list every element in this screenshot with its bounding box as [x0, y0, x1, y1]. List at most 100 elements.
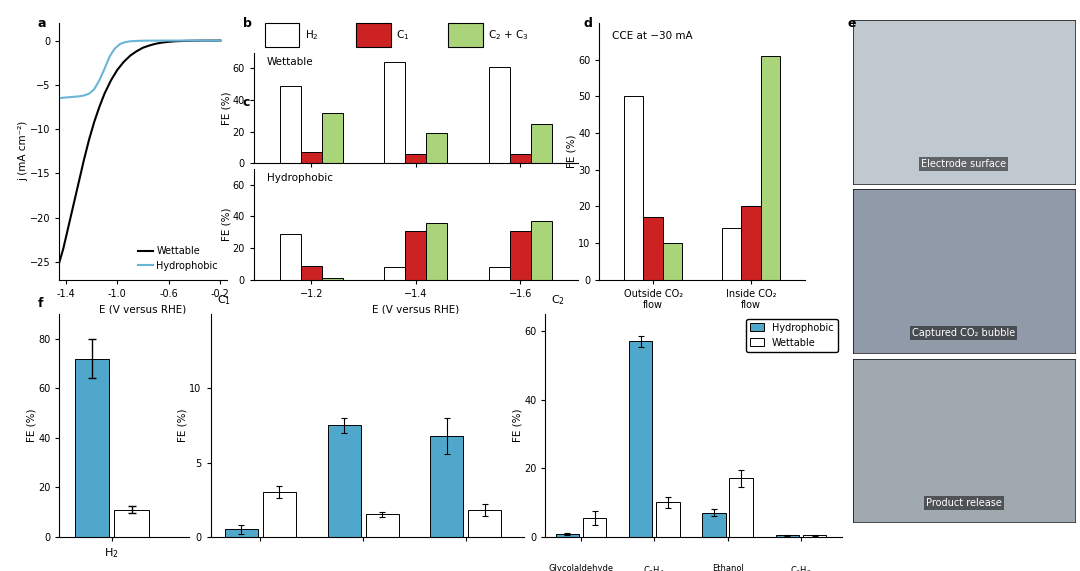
- Hydrophobic: [143, 37, 156, 44]
- Bar: [280, 86, 301, 163]
- Wettable: [214, 37, 227, 44]
- Bar: [663, 243, 683, 280]
- Y-axis label: j (mA cm⁻²): j (mA cm⁻²): [18, 121, 28, 182]
- Wettable: [131, 48, 144, 55]
- Bar: [760, 56, 780, 280]
- Bar: [405, 154, 427, 163]
- Bar: [384, 62, 405, 163]
- Line: Hydrophobic: Hydrophobic: [59, 41, 220, 98]
- Bar: [262, 492, 296, 537]
- Y-axis label: FE (%): FE (%): [27, 409, 37, 442]
- Wettable: [53, 259, 66, 266]
- Wettable: [194, 37, 207, 44]
- Wettable: [105, 77, 118, 84]
- Bar: [624, 96, 644, 280]
- Bar: [510, 154, 530, 163]
- Text: C$_2$: C$_2$: [552, 293, 565, 307]
- Wettable: [72, 179, 85, 186]
- Text: e: e: [848, 17, 856, 30]
- Hydrophobic: [57, 94, 70, 101]
- Y-axis label: FE (%): FE (%): [513, 409, 523, 442]
- Text: Ethanol: Ethanol: [712, 564, 743, 571]
- Text: C$_1$: C$_1$: [217, 293, 231, 307]
- X-axis label: E (V versus RHE): E (V versus RHE): [373, 304, 459, 315]
- Wettable: [82, 136, 95, 143]
- Wettable: [87, 119, 100, 126]
- Text: Hydrophobic: Hydrophobic: [267, 174, 333, 183]
- Hydrophobic: [67, 94, 80, 100]
- Text: d: d: [583, 17, 592, 30]
- Hydrophobic: [124, 38, 137, 45]
- Text: C$_3$H$_8$: C$_3$H$_8$: [791, 564, 812, 571]
- Hydrophobic: [201, 37, 214, 44]
- Wettable: [67, 201, 80, 208]
- Bar: [583, 518, 606, 537]
- Bar: [225, 529, 258, 537]
- Bar: [301, 152, 322, 163]
- X-axis label: E (V versus RHE): E (V versus RHE): [99, 304, 187, 315]
- Bar: [530, 221, 552, 280]
- Hydrophobic: [156, 37, 168, 44]
- Wettable: [175, 38, 188, 45]
- Bar: [322, 278, 342, 280]
- Text: a: a: [38, 17, 46, 30]
- Text: C$_2$H$_4$: C$_2$H$_4$: [644, 564, 665, 571]
- Wettable: [143, 42, 156, 49]
- Line: Wettable: Wettable: [59, 41, 220, 262]
- Bar: [322, 112, 342, 163]
- Hydrophobic: [98, 66, 111, 73]
- Bar: [469, 510, 501, 537]
- Hydrophobic: [62, 94, 75, 100]
- Hydrophobic: [72, 93, 85, 100]
- Hydrophobic: [108, 45, 121, 52]
- Hydrophobic: [168, 37, 181, 44]
- Hydrophobic: [119, 39, 132, 46]
- Hydrophobic: [181, 37, 194, 44]
- Bar: [430, 436, 463, 537]
- Hydrophobic: [131, 38, 144, 45]
- Text: Glycolaldehyde: Glycolaldehyde: [549, 564, 613, 571]
- Legend: Wettable, Hydrophobic: Wettable, Hydrophobic: [134, 242, 221, 275]
- Hydrophobic: [207, 37, 220, 44]
- Bar: [530, 124, 552, 163]
- Bar: [366, 514, 399, 537]
- Hydrophobic: [214, 37, 227, 44]
- Y-axis label: FE (%): FE (%): [221, 91, 231, 124]
- Text: c: c: [243, 96, 251, 108]
- Bar: [629, 341, 652, 537]
- Hydrophobic: [78, 92, 91, 99]
- Bar: [384, 267, 405, 280]
- Wettable: [111, 66, 124, 73]
- Text: f: f: [38, 297, 43, 310]
- Hydrophobic: [53, 95, 66, 102]
- Bar: [657, 502, 679, 537]
- Wettable: [62, 223, 75, 230]
- Bar: [721, 228, 741, 280]
- Hydrophobic: [149, 37, 162, 44]
- Hydrophobic: [194, 37, 207, 44]
- Hydrophobic: [162, 37, 175, 44]
- Bar: [741, 206, 760, 280]
- Hydrophobic: [188, 37, 201, 44]
- Bar: [427, 133, 447, 163]
- Bar: [75, 359, 109, 537]
- Bar: [510, 231, 530, 280]
- Hydrophobic: [113, 41, 126, 47]
- Wettable: [207, 37, 220, 44]
- Wettable: [188, 37, 201, 44]
- Wettable: [57, 246, 70, 252]
- Y-axis label: FE (%): FE (%): [178, 409, 188, 442]
- Bar: [729, 478, 753, 537]
- Bar: [427, 223, 447, 280]
- Bar: [114, 509, 149, 537]
- Y-axis label: FE (%): FE (%): [221, 208, 231, 241]
- Wettable: [201, 37, 214, 44]
- Wettable: [93, 103, 106, 110]
- Bar: [489, 267, 510, 280]
- Hydrophobic: [103, 53, 116, 60]
- Text: Product release: Product release: [926, 498, 1002, 508]
- Wettable: [98, 90, 111, 97]
- Wettable: [136, 44, 149, 51]
- Text: C$_2$ + C$_3$: C$_2$ + C$_3$: [488, 28, 529, 42]
- Hydrophobic: [93, 77, 106, 84]
